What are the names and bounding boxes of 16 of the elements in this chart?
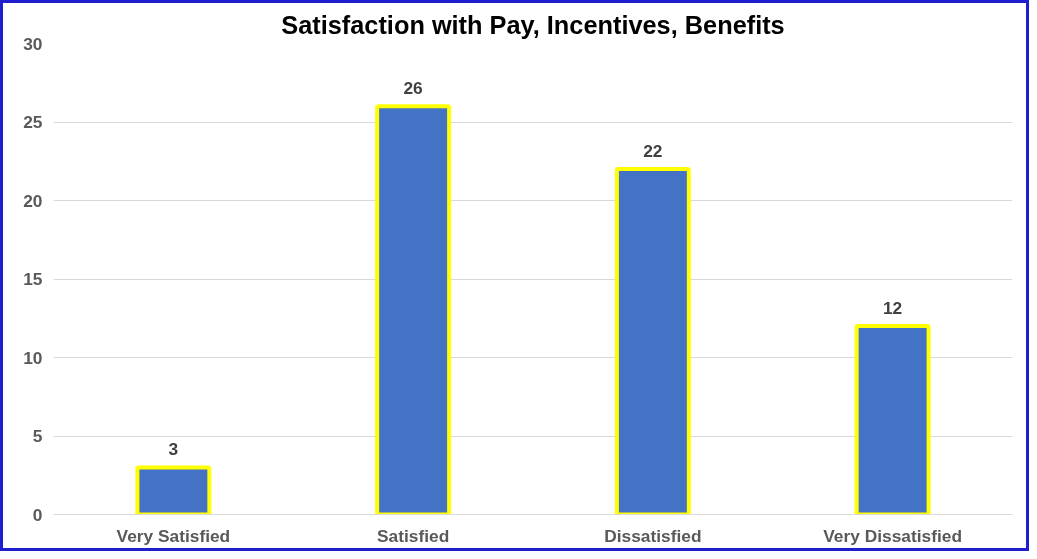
- y-tick-label: 20: [23, 190, 43, 211]
- data-label: 22: [643, 141, 663, 162]
- x-tick-label: Very Satisfied: [116, 525, 231, 546]
- y-tick-label: 15: [23, 269, 43, 289]
- data-label: 12: [882, 298, 903, 319]
- y-tick-label: 25: [23, 112, 43, 132]
- y-tick-label: 30: [23, 33, 43, 54]
- x-tick-label: Very Dissatisfied: [823, 525, 962, 546]
- y-tick-label: 10: [23, 347, 43, 368]
- chart-title: Satisfaction with Pay, Incentives, Benefits: [281, 10, 785, 39]
- y-tick-label: 0: [32, 504, 43, 525]
- y-tick-label: 5: [32, 426, 43, 446]
- data-label: 3: [168, 439, 179, 460]
- x-tick-label: Dissatisfied: [604, 525, 702, 546]
- x-tick-label: Satisfied: [377, 525, 450, 546]
- data-label: 26: [403, 78, 424, 99]
